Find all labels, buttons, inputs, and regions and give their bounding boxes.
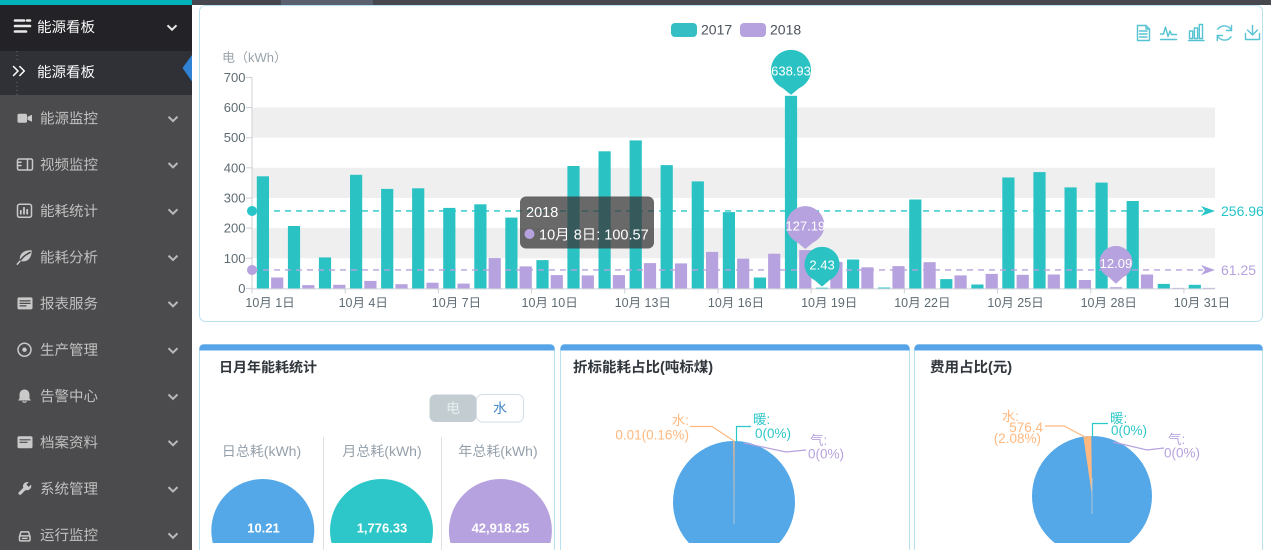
svg-text:10: 10 <box>1174 296 1188 310</box>
svg-text::: : <box>1015 409 1019 424</box>
svg-text:12.09: 12.09 <box>1100 256 1133 271</box>
svg-text:): ) <box>1007 360 1012 376</box>
svg-text:500: 500 <box>224 130 246 145</box>
svg-text:kWh: kWh <box>248 50 274 65</box>
svg-text:600: 600 <box>224 100 246 115</box>
svg-text:127.19: 127.19 <box>785 219 825 234</box>
svg-text:100.57: 100.57 <box>604 228 648 244</box>
svg-text:(kWh): (kWh) <box>500 443 537 459</box>
svg-text:19: 19 <box>831 296 845 310</box>
svg-text:0(0%): 0(0%) <box>808 447 844 462</box>
svg-text:10: 10 <box>1081 296 1095 310</box>
svg-text:700: 700 <box>224 70 246 85</box>
svg-text:0(0%): 0(0%) <box>1164 446 1200 461</box>
svg-text:13: 13 <box>645 296 659 310</box>
svg-text::: : <box>685 413 689 428</box>
svg-text:10: 10 <box>539 228 555 244</box>
svg-text:10: 10 <box>801 296 815 310</box>
svg-text:25: 25 <box>1017 296 1031 310</box>
svg-text:300: 300 <box>224 191 246 206</box>
svg-text::: : <box>596 228 600 244</box>
svg-text:10: 10 <box>245 296 259 310</box>
svg-text:(: ( <box>988 360 993 376</box>
svg-text:16: 16 <box>738 296 752 310</box>
svg-text:1,776.33: 1,776.33 <box>357 521 408 536</box>
svg-text:31: 31 <box>1204 296 1218 310</box>
svg-text::: : <box>1182 432 1186 447</box>
svg-text:(kWh): (kWh) <box>384 443 421 459</box>
svg-text:10: 10 <box>432 296 446 310</box>
svg-text:256.96: 256.96 <box>1221 203 1264 219</box>
svg-text:22: 22 <box>924 296 938 310</box>
svg-text:4: 4 <box>368 296 375 310</box>
svg-text:10: 10 <box>894 296 908 310</box>
svg-text:(: ( <box>660 360 665 376</box>
svg-text:61.25: 61.25 <box>1221 262 1256 278</box>
svg-text:7: 7 <box>462 296 469 310</box>
svg-text:2017: 2017 <box>701 22 732 38</box>
svg-text:10: 10 <box>708 296 722 310</box>
svg-text:8: 8 <box>574 228 582 244</box>
svg-text:0: 0 <box>238 281 245 296</box>
svg-text:10: 10 <box>522 296 536 310</box>
svg-text:0(0%): 0(0%) <box>1111 423 1147 438</box>
svg-text:0(0%): 0(0%) <box>755 426 791 441</box>
svg-text:28: 28 <box>1111 296 1125 310</box>
svg-text:2018: 2018 <box>526 205 558 221</box>
svg-text:0.01(0.16%): 0.01(0.16%) <box>615 428 689 443</box>
svg-text:400: 400 <box>224 160 246 175</box>
svg-text::: : <box>1124 411 1128 426</box>
svg-text:2.43: 2.43 <box>809 258 834 273</box>
svg-text:(2.08%): (2.08%) <box>994 431 1041 446</box>
svg-text::: : <box>767 412 771 427</box>
svg-text:(kWh): (kWh) <box>264 443 301 459</box>
svg-text:638.93: 638.93 <box>771 63 811 78</box>
svg-text:2018: 2018 <box>770 22 801 38</box>
svg-text:100: 100 <box>224 251 246 266</box>
svg-text:576.4: 576.4 <box>1009 420 1043 435</box>
svg-text:10: 10 <box>987 296 1001 310</box>
svg-text:10: 10 <box>339 296 353 310</box>
svg-text:42,918.25: 42,918.25 <box>472 521 530 536</box>
svg-text:10: 10 <box>615 296 629 310</box>
svg-text:): ) <box>708 360 713 376</box>
svg-text:10.21: 10.21 <box>247 521 280 536</box>
svg-text:200: 200 <box>224 221 246 236</box>
svg-text:10: 10 <box>551 296 565 310</box>
svg-text:1: 1 <box>275 296 282 310</box>
svg-text::: : <box>824 433 828 448</box>
